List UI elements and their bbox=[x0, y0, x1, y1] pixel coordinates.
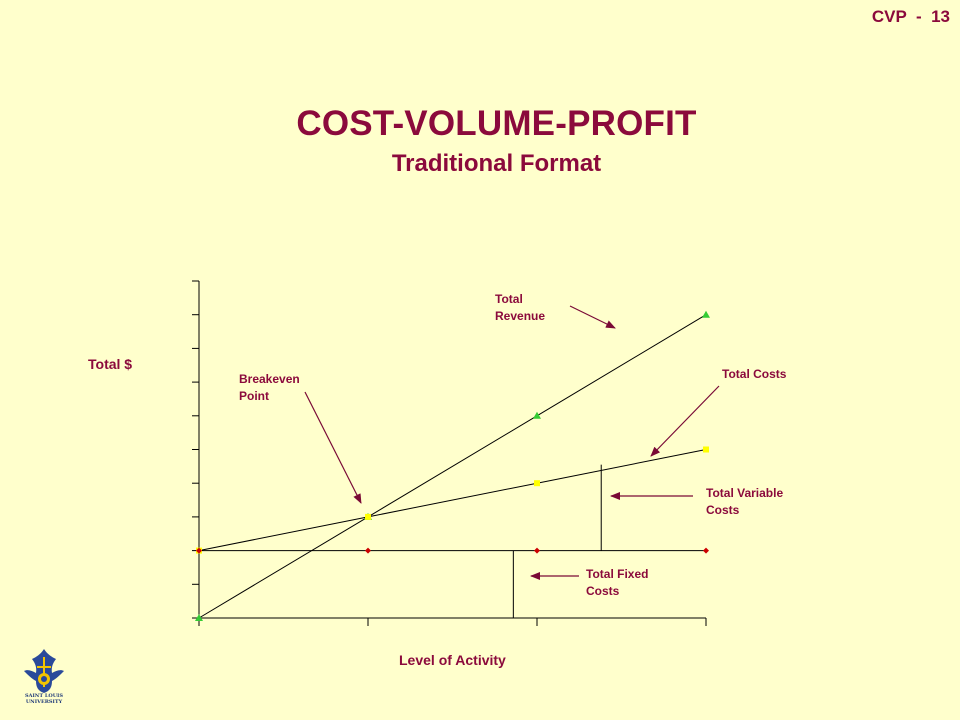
label-total-fixed-line-2: Costs bbox=[586, 584, 620, 598]
series-line-total-revenue bbox=[198, 314, 707, 619]
slide-number: CVP - 13 bbox=[871, 7, 950, 26]
logo-text: SAINT LOUIS UNIVERSITY bbox=[14, 693, 74, 705]
label-total-revenue: Total Revenue bbox=[495, 291, 545, 325]
marker-total-fixed-costs bbox=[365, 547, 371, 554]
slide-subtitle: Traditional Format bbox=[391, 150, 602, 177]
marker-total-revenue bbox=[702, 310, 710, 318]
arrow-breakeven bbox=[304, 391, 362, 504]
label-breakeven-point: Breakeven Point bbox=[239, 371, 300, 405]
slide-title: COST-VOLUME-PROFIT bbox=[296, 104, 697, 143]
logo-text-line-1: SAINT LOUIS bbox=[24, 693, 64, 699]
marker-total-costs bbox=[703, 446, 709, 453]
label-total-revenue-line-2: Revenue bbox=[495, 309, 546, 323]
marker-total-revenue bbox=[533, 411, 541, 419]
label-breakeven-line-2: Point bbox=[239, 389, 269, 403]
marker-total-costs bbox=[365, 513, 371, 520]
y-axis-label: Total $ bbox=[88, 356, 133, 372]
label-total-variable-line-1: Total Variable bbox=[706, 486, 784, 500]
label-breakeven-line-1: Breakeven bbox=[239, 372, 300, 386]
marker-total-revenue bbox=[195, 614, 203, 621]
marker-total-fixed-costs bbox=[196, 547, 202, 554]
label-total-fixed-line-1: Total Fixed bbox=[586, 567, 649, 581]
label-total-revenue-line-1: Total bbox=[495, 292, 523, 306]
arrow-total-costs bbox=[650, 385, 720, 457]
marker-total-fixed-costs bbox=[534, 547, 540, 554]
label-total-variable-line-2: Costs bbox=[706, 503, 740, 517]
label-total-fixed-costs: Total Fixed Costs bbox=[586, 566, 648, 600]
label-total-variable-costs: Total Variable Costs bbox=[706, 485, 783, 519]
saint-louis-university-logo bbox=[24, 649, 64, 693]
arrow-total-revenue bbox=[569, 305, 616, 329]
series-line-total-costs bbox=[198, 449, 707, 552]
x-axis-label: Level of Activity bbox=[399, 652, 506, 668]
label-total-costs: Total Costs bbox=[722, 367, 787, 381]
marker-total-costs bbox=[534, 480, 540, 487]
logo-text-line-2: UNIVERSITY bbox=[25, 699, 63, 705]
marker-total-fixed-costs bbox=[703, 547, 709, 554]
